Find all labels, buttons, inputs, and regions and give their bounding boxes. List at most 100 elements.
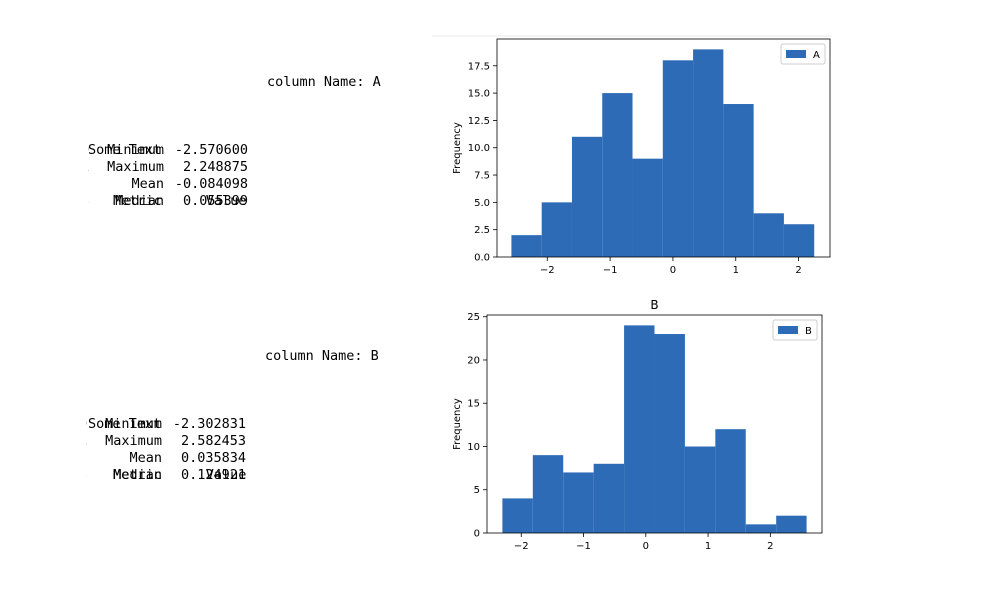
stats-header-row: Metric Value (88, 193, 246, 210)
stats-row-value: 2.582453 (180, 433, 246, 449)
stats-row: 0 Minimum -2.302831 (86, 416, 246, 433)
x-tick-label: 1 (733, 265, 739, 276)
histogram-bar (662, 60, 694, 257)
stats-heading: Some Text (88, 142, 162, 158)
y-tick-label: 17.5 (468, 61, 490, 72)
chart-title: B (650, 298, 658, 312)
histogram-bar (715, 429, 746, 533)
histogram-bar (532, 455, 564, 533)
stats-row-metric: Mean (131, 176, 164, 192)
histogram-bar (723, 104, 754, 257)
y-tick-label: 2.5 (474, 225, 490, 236)
stats-row: 3 Median 0.055399 (88, 193, 248, 210)
legend-label: A (813, 50, 820, 61)
stats-header-value: Value (205, 193, 247, 209)
histogram-bar (502, 498, 533, 533)
y-axis-label: Frequency (452, 398, 463, 450)
figure-background-strip (432, 35, 832, 37)
stats-row-metric: Mean (129, 450, 162, 466)
stats-row-index: 0 (88, 142, 93, 159)
stats-row-metric: Minimum (107, 142, 164, 158)
stats-heading: Some Text (88, 416, 162, 432)
stats-row-value: -0.084098 (174, 176, 248, 192)
stats-row: 0 Minimum -2.570600 (88, 142, 248, 159)
y-tick-label: 25 (467, 312, 480, 323)
x-tick-label: 2 (795, 265, 801, 276)
histogram-bar (602, 93, 633, 257)
x-tick-label: −2 (540, 265, 555, 276)
y-tick-label: 15 (467, 399, 480, 410)
histogram-bar (745, 524, 777, 533)
x-tick-label: −2 (514, 541, 529, 552)
histogram-bar (563, 472, 594, 533)
stats-header-value: Value (205, 467, 247, 483)
histogram-bar (684, 446, 716, 533)
stats-row-value: -2.302831 (172, 416, 246, 432)
y-axis-label: Frequency (452, 122, 463, 174)
stats-row-metric: Maximum (107, 159, 164, 175)
stats-row-metric: Median (115, 193, 164, 209)
y-tick-label: 10.0 (468, 143, 490, 154)
y-tick-label: 15.0 (468, 89, 490, 100)
x-tick-label: 1 (705, 541, 711, 552)
stats-header-row: Metric Value (88, 467, 246, 484)
stats-row-value: 0.035834 (180, 450, 246, 466)
x-tick-label: −1 (576, 541, 591, 552)
histogram-bar (593, 463, 625, 533)
histogram-bar (571, 136, 603, 257)
stats-row-metric: Minimum (105, 416, 162, 432)
histogram-bar (541, 202, 572, 257)
column-title-a: column Name: A (267, 74, 381, 90)
stats-header-metric: Metric (113, 467, 162, 483)
y-tick-label: 20 (467, 355, 480, 366)
stats-row-metric: Maximum (105, 433, 162, 449)
histogram-bar (693, 49, 724, 257)
histogram-bar (624, 325, 655, 533)
stats-row-value: 0.055399 (182, 193, 248, 209)
histogram-bar (511, 235, 542, 257)
histogram-bar (776, 515, 807, 533)
y-tick-label: 0.0 (474, 253, 490, 264)
x-tick-label: 0 (643, 541, 649, 552)
x-tick-label: 2 (767, 541, 773, 552)
stats-row-index: 2 (86, 450, 91, 467)
stats-header-metric: Metric (113, 193, 162, 209)
stats-row-index: 0 (86, 416, 91, 433)
stats-row: 1 Maximum 2.582453 (86, 433, 246, 450)
y-tick-label: 5 (474, 485, 480, 496)
stats-row-metric: Median (113, 467, 162, 483)
stats-row-index: 3 (88, 193, 93, 210)
x-tick-label: −1 (603, 265, 618, 276)
x-tick-label: 0 (670, 265, 676, 276)
stats-row: 2 Mean 0.035834 (86, 450, 246, 467)
y-tick-label: 7.5 (474, 171, 490, 182)
stats-row: 2 Mean -0.084098 (88, 176, 248, 193)
legend-swatch (786, 50, 806, 58)
column-title-b: column Name: B (265, 348, 379, 364)
y-tick-label: 0 (474, 529, 480, 540)
stats-row: 1 Maximum 2.248875 (88, 159, 248, 176)
y-tick-label: 12.5 (468, 116, 490, 127)
stats-row-index: 2 (88, 176, 93, 193)
stats-row: 3 Median 0.124921 (86, 467, 246, 484)
legend-swatch (778, 326, 798, 334)
legend-label: B (805, 326, 812, 337)
axes-frame (486, 314, 823, 534)
histogram-bar (753, 213, 784, 257)
stats-row-value: 2.248875 (182, 159, 248, 175)
stats-row-value: -2.570600 (174, 142, 248, 158)
histogram-bar (783, 224, 815, 257)
stats-row-index: 1 (86, 433, 91, 450)
histogram-a: −2 −1 0 1 2 0.0 2.5 5.0 7.5 10.0 12.5 15.0 17.5 Frequ… (452, 38, 831, 276)
stats-row-index: 1 (88, 159, 93, 176)
histogram-bar (654, 334, 685, 533)
stats-row-index: 3 (86, 467, 91, 484)
histogram-bar (632, 158, 663, 257)
y-tick-label: 5.0 (474, 198, 490, 209)
y-tick-label: 10 (467, 442, 480, 453)
stats-row-value: 0.124921 (180, 467, 246, 483)
